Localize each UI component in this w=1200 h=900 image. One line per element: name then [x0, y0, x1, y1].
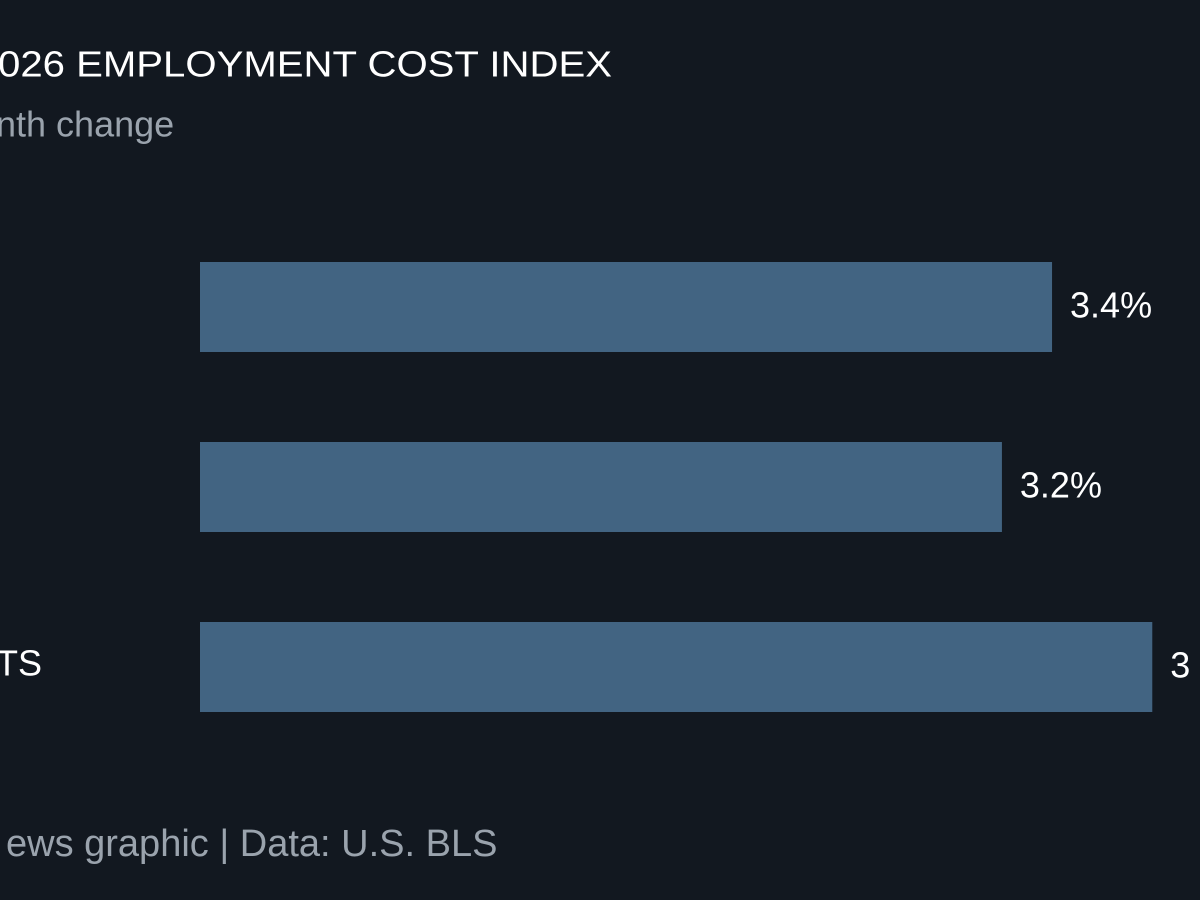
bar	[200, 262, 1053, 352]
value-label: 3.2%	[1020, 465, 1102, 506]
value-label: 3.4%	[1070, 285, 1152, 326]
bar	[200, 622, 1153, 712]
category-label: TS	[0, 643, 42, 684]
bar	[200, 442, 1002, 532]
chart-subtitle: nth change	[0, 104, 174, 145]
chart-title: 026 EMPLOYMENT COST INDEX	[0, 44, 612, 85]
value-label: 3	[1170, 645, 1190, 686]
source-note: ews graphic | Data: U.S. BLS	[6, 823, 497, 865]
